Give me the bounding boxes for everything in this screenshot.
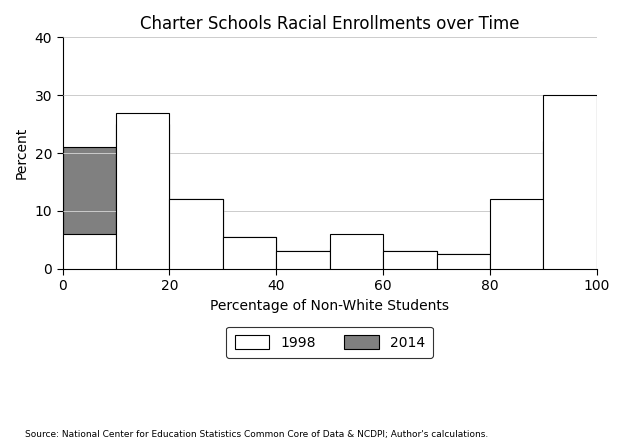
Bar (383, 251, 436, 269)
Bar (116, 112, 169, 269)
Bar (490, 254, 543, 269)
Bar (223, 237, 276, 269)
Bar (62, 234, 116, 269)
Bar (436, 254, 490, 269)
X-axis label: Percentage of Non-White Students: Percentage of Non-White Students (210, 299, 449, 313)
Bar (383, 251, 436, 269)
Bar (276, 251, 330, 269)
Bar (436, 254, 490, 269)
Bar (490, 199, 543, 269)
Legend: 1998, 2014: 1998, 2014 (226, 327, 433, 358)
Bar (330, 234, 383, 269)
Text: Source: National Center for Education Statistics Common Core of Data & NCDPI; Au: Source: National Center for Education St… (25, 430, 488, 439)
Bar (223, 237, 276, 269)
Bar (169, 199, 223, 269)
Title: Charter Schools Racial Enrollments over Time: Charter Schools Racial Enrollments over … (140, 15, 519, 33)
Bar (543, 95, 597, 269)
Bar (543, 142, 597, 269)
Bar (330, 249, 383, 269)
Bar (116, 124, 169, 269)
Y-axis label: Percent: Percent (15, 127, 29, 179)
Bar (276, 251, 330, 269)
Bar (169, 199, 223, 269)
Bar (62, 147, 116, 269)
